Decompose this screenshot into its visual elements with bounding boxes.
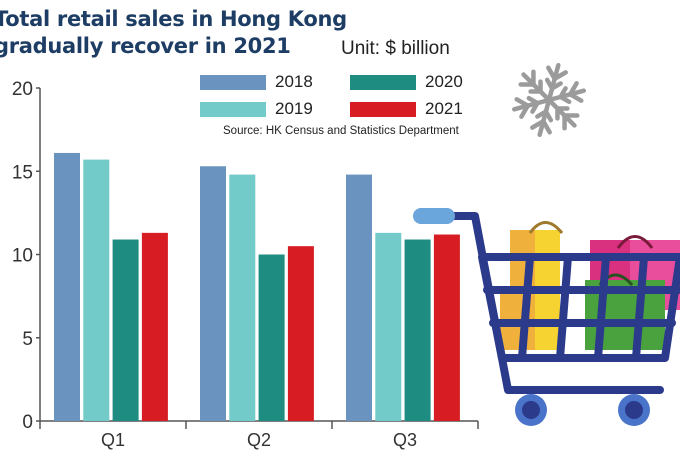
x-tick-label: Q2 bbox=[247, 430, 271, 450]
legend-swatch-2018 bbox=[200, 74, 266, 90]
y-tick-label: 15 bbox=[12, 162, 33, 183]
chart-title-line-2: gradually recover in 2021 bbox=[0, 34, 291, 58]
legend-swatch-2019 bbox=[200, 101, 266, 117]
legend-label-2019: 2019 bbox=[275, 99, 313, 118]
bar-q2-2019 bbox=[229, 174, 256, 421]
cart-wheel-right bbox=[618, 394, 650, 426]
y-tick-label: 10 bbox=[12, 246, 33, 267]
bar-q1-2019 bbox=[83, 159, 110, 421]
unit-label: Unit: $ billion bbox=[341, 38, 450, 59]
bar-q2-2020 bbox=[258, 254, 285, 421]
bar-q2-2021 bbox=[287, 246, 314, 421]
y-tick-label: 20 bbox=[12, 79, 33, 100]
bar-q3-2019 bbox=[375, 232, 402, 421]
chart-title-line-1: Total retail sales in Hong Kong bbox=[0, 7, 347, 31]
bar-q3-2021 bbox=[433, 234, 460, 421]
legend-swatch-2021 bbox=[350, 101, 416, 117]
cart-handle bbox=[413, 208, 455, 224]
cart-wheel-left bbox=[515, 394, 547, 426]
legend-item-2019: 2019 bbox=[200, 99, 313, 119]
bar-q2-2018 bbox=[200, 166, 226, 421]
legend-item-2020: 2020 bbox=[350, 72, 463, 92]
source-note: Source: HK Census and Statistics Departm… bbox=[223, 125, 459, 137]
bar-q1-2018 bbox=[54, 152, 80, 421]
legend-label-2021: 2021 bbox=[425, 99, 463, 118]
x-tick-label: Q1 bbox=[101, 430, 125, 450]
shopping-cart-icon bbox=[413, 208, 680, 426]
bar-q3-2020 bbox=[404, 239, 431, 421]
legend: 2018 2019 2020 2021 bbox=[200, 72, 490, 132]
legend-label-2018: 2018 bbox=[275, 72, 313, 91]
bars bbox=[54, 152, 460, 421]
bar-q1-2021 bbox=[141, 232, 168, 421]
legend-label-2020: 2020 bbox=[425, 72, 463, 91]
legend-item-2021: 2021 bbox=[350, 99, 463, 119]
legend-item-2018: 2018 bbox=[200, 72, 313, 92]
y-tick-label: 0 bbox=[22, 412, 33, 433]
x-tick-labels: Q1 Q2 Q3 bbox=[101, 430, 417, 450]
bar-q1-2020 bbox=[112, 239, 139, 421]
snowflake-icon bbox=[505, 62, 593, 144]
x-tick-label: Q3 bbox=[393, 430, 417, 450]
bar-q3-2018 bbox=[346, 174, 372, 421]
y-tick-label: 5 bbox=[22, 329, 33, 350]
legend-swatch-2020 bbox=[350, 74, 416, 90]
chart-title: Total retail sales in Hong Kong graduall… bbox=[0, 6, 347, 60]
